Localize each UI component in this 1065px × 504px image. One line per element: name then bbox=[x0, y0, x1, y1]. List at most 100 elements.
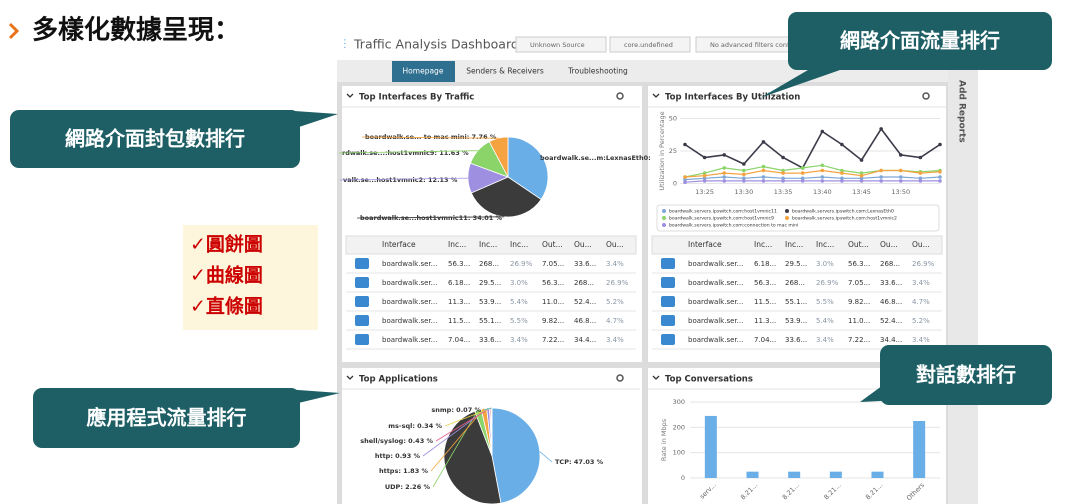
settings-icon[interactable] bbox=[616, 92, 624, 100]
series-point bbox=[742, 168, 746, 173]
legend-swatch bbox=[662, 209, 666, 213]
y-tick-label: 0 bbox=[673, 180, 677, 188]
tab-label[interactable]: Homepage bbox=[403, 67, 444, 76]
filter-label: No advanced filters configured bbox=[710, 41, 810, 49]
row-menu-button[interactable] bbox=[661, 258, 675, 269]
series-point bbox=[898, 179, 903, 183]
collapse-icon[interactable] bbox=[652, 93, 660, 98]
column-header: Ou... bbox=[880, 240, 898, 249]
row-menu-button[interactable] bbox=[355, 277, 369, 288]
table-cell: 11.3... bbox=[448, 298, 470, 306]
column-header: Inc... bbox=[510, 240, 528, 249]
row-menu-button[interactable] bbox=[661, 277, 675, 288]
settings-icon[interactable] bbox=[922, 92, 930, 100]
tab-label[interactable]: Troubleshooting bbox=[567, 67, 628, 76]
series-point bbox=[702, 155, 707, 160]
y-tick-label: 100 bbox=[673, 449, 685, 457]
column-header: Inc... bbox=[754, 240, 772, 249]
panel bbox=[342, 86, 642, 362]
filter-box[interactable] bbox=[515, 36, 607, 53]
table-cell: boardwalk.ser... bbox=[382, 317, 437, 325]
panel bbox=[648, 86, 946, 362]
row-menu-button[interactable] bbox=[355, 315, 369, 326]
series-point bbox=[898, 153, 903, 157]
series-point bbox=[702, 173, 707, 178]
bar bbox=[829, 471, 842, 478]
side-tab[interactable]: Add Reports bbox=[957, 80, 967, 143]
series-point bbox=[840, 171, 844, 175]
collapse-icon[interactable] bbox=[346, 375, 354, 380]
series-point bbox=[722, 166, 727, 170]
leader-line bbox=[356, 216, 505, 219]
series-point bbox=[800, 179, 805, 183]
collapse-icon[interactable] bbox=[346, 93, 354, 98]
series-point bbox=[742, 162, 746, 166]
callout-box bbox=[10, 110, 300, 168]
series-point bbox=[781, 176, 785, 181]
filter-box[interactable] bbox=[609, 36, 691, 53]
row-menu-button[interactable] bbox=[661, 315, 675, 326]
row-menu-button[interactable] bbox=[661, 334, 675, 345]
legend-swatch bbox=[662, 216, 666, 220]
table-cell: 56.3... bbox=[448, 260, 470, 268]
table-cell: 11.3... bbox=[754, 317, 776, 325]
table-cell: 34.4... bbox=[880, 336, 902, 344]
leader-line bbox=[444, 407, 492, 427]
column-header: Out... bbox=[542, 240, 563, 249]
column-header: Inc... bbox=[785, 240, 803, 249]
table-cell: 53.9... bbox=[785, 317, 807, 325]
series-point bbox=[820, 168, 825, 173]
column-header: Out... bbox=[848, 240, 869, 249]
series-point bbox=[702, 179, 707, 183]
table-cell: 5.4% bbox=[816, 317, 834, 325]
table-cell: 9.82... bbox=[542, 317, 564, 325]
series-line bbox=[684, 180, 940, 183]
series-point bbox=[898, 168, 903, 173]
table-cell: 7.05... bbox=[542, 260, 564, 268]
pie-label: shell/syslog: 0.43 % bbox=[360, 437, 433, 445]
table-cell: 3.4% bbox=[606, 336, 624, 344]
table-cell: 268... bbox=[479, 260, 499, 268]
y-axis-label: Utilization in Percentage bbox=[658, 111, 666, 190]
table-cell: 11.5... bbox=[448, 317, 470, 325]
panel-title: Top Interfaces By Utilization bbox=[665, 93, 800, 103]
collapse-icon[interactable] bbox=[652, 375, 660, 380]
series-point bbox=[820, 175, 825, 179]
table-cell: 7.04... bbox=[448, 336, 470, 344]
series-point bbox=[761, 164, 766, 169]
series-point bbox=[781, 179, 785, 183]
series-point bbox=[879, 175, 883, 179]
table-cell: 3.0% bbox=[816, 260, 834, 268]
leader-line bbox=[435, 407, 491, 442]
pie-label: UDP: 2.26 % bbox=[385, 483, 431, 491]
row-menu-button[interactable] bbox=[355, 296, 369, 307]
table-cell: boardwalk.ser... bbox=[688, 260, 743, 268]
column-header: Interface bbox=[382, 240, 416, 249]
table-cell: boardwalk.ser... bbox=[688, 279, 743, 287]
table-cell: boardwalk.ser... bbox=[688, 298, 743, 306]
table-cell: 56.3... bbox=[542, 279, 564, 287]
row-menu-button[interactable] bbox=[355, 334, 369, 345]
series-point bbox=[761, 168, 766, 173]
row-menu-button[interactable] bbox=[661, 296, 675, 307]
table-cell: 3.4% bbox=[510, 336, 528, 344]
series-point bbox=[859, 173, 864, 178]
table-cell: 7.22... bbox=[542, 336, 564, 344]
table-cell: 5.2% bbox=[606, 298, 624, 306]
bar bbox=[704, 415, 717, 478]
table-cell: 26.9% bbox=[912, 260, 935, 268]
row-menu-button[interactable] bbox=[355, 258, 369, 269]
tab-label[interactable]: Senders & Receivers bbox=[466, 67, 544, 76]
series-point bbox=[702, 171, 707, 175]
settings-icon[interactable] bbox=[616, 374, 624, 382]
series-point bbox=[820, 129, 825, 134]
tab-active[interactable] bbox=[392, 61, 455, 82]
series-point bbox=[800, 176, 805, 181]
series-point bbox=[683, 177, 687, 182]
series-point bbox=[683, 175, 687, 179]
table-cell: 55.1... bbox=[479, 317, 501, 325]
checklist-item: ✓直條圖 bbox=[190, 295, 263, 318]
pie-slice bbox=[488, 136, 509, 178]
table-cell: 3.4% bbox=[606, 260, 624, 268]
table-cell: boardwalk.ser... bbox=[382, 279, 437, 287]
